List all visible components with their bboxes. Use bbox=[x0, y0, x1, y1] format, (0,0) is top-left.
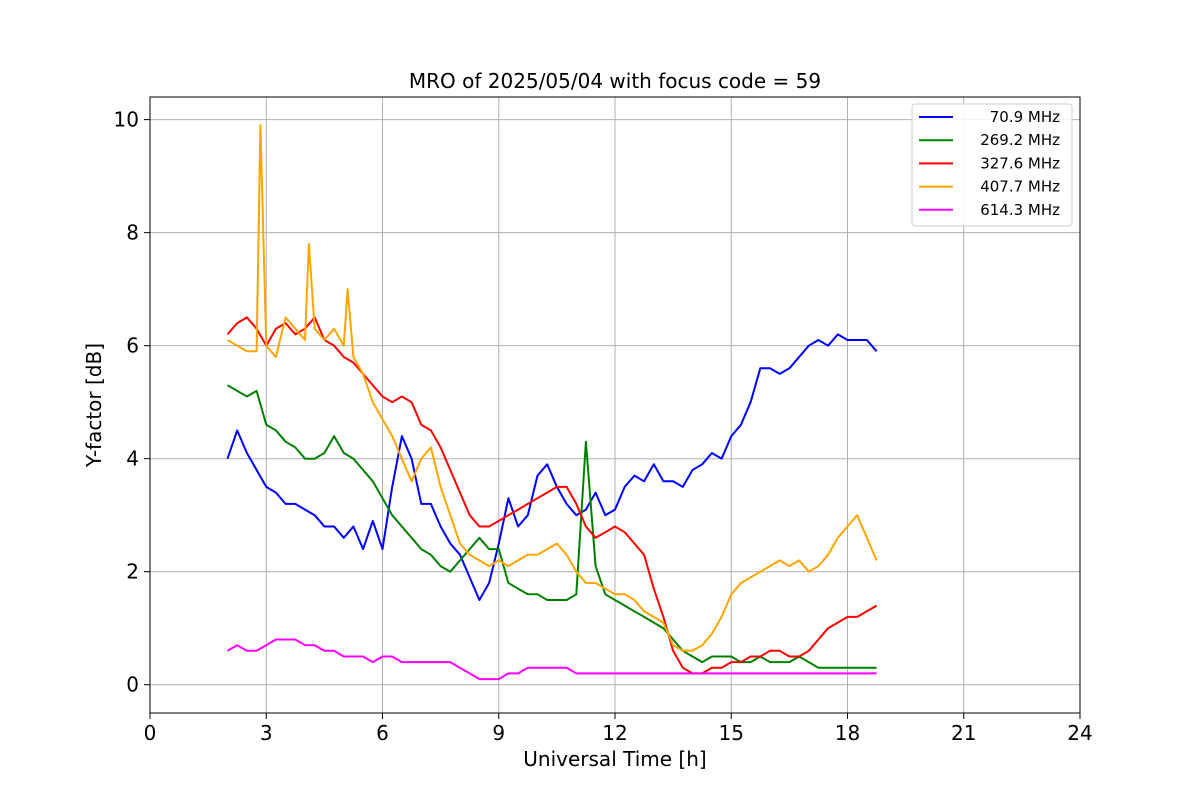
y-axis-ticks: 0 2 4 6 8 10 bbox=[114, 108, 150, 697]
series-line-327-6-mhz bbox=[226, 316, 878, 675]
x-axis-ticks: 0 3 6 9 12 15 18 21 24 bbox=[144, 713, 1093, 745]
legend: 70.9 MHz 269.2 MHz 327.6 MHz 407.7 MHz 614.3… bbox=[911, 103, 1073, 227]
y-tick-label: 10 bbox=[114, 108, 139, 132]
y-tick-label: 4 bbox=[126, 447, 139, 471]
series-line-407-7-mhz bbox=[226, 124, 878, 652]
x-tick-label: 24 bbox=[1067, 721, 1092, 745]
y-tick-label: 2 bbox=[126, 560, 139, 584]
plot-series bbox=[226, 124, 878, 681]
legend-label: 407.7 MHz bbox=[980, 178, 1060, 196]
chart-title: MRO of 2025/05/04 with focus code = 59 bbox=[409, 69, 821, 93]
legend-label: 70.9 MHz bbox=[990, 108, 1060, 126]
x-tick-label: 21 bbox=[951, 721, 976, 745]
series-line-70-9-mhz bbox=[226, 333, 878, 601]
y-tick-label: 6 bbox=[126, 334, 139, 358]
legend-label: 614.3 MHz bbox=[980, 201, 1060, 219]
legend-label: 269.2 MHz bbox=[980, 131, 1060, 149]
x-tick-label: 12 bbox=[602, 721, 627, 745]
y-tick-label: 0 bbox=[126, 673, 139, 697]
y-axis-label: Y-factor [dB] bbox=[82, 343, 106, 468]
legend-label: 327.6 MHz bbox=[980, 154, 1060, 172]
x-tick-label: 15 bbox=[719, 721, 744, 745]
series-line-614-3-mhz bbox=[227, 638, 877, 681]
x-axis-label: Universal Time [h] bbox=[523, 747, 706, 771]
x-tick-label: 6 bbox=[376, 721, 389, 745]
series-line-269-2-mhz bbox=[226, 384, 877, 669]
x-tick-label: 3 bbox=[260, 721, 273, 745]
legend-frame bbox=[911, 103, 1073, 227]
x-tick-label: 0 bbox=[144, 721, 157, 745]
x-tick-label: 18 bbox=[835, 721, 860, 745]
x-tick-label: 9 bbox=[492, 721, 505, 745]
y-tick-label: 8 bbox=[126, 221, 139, 245]
